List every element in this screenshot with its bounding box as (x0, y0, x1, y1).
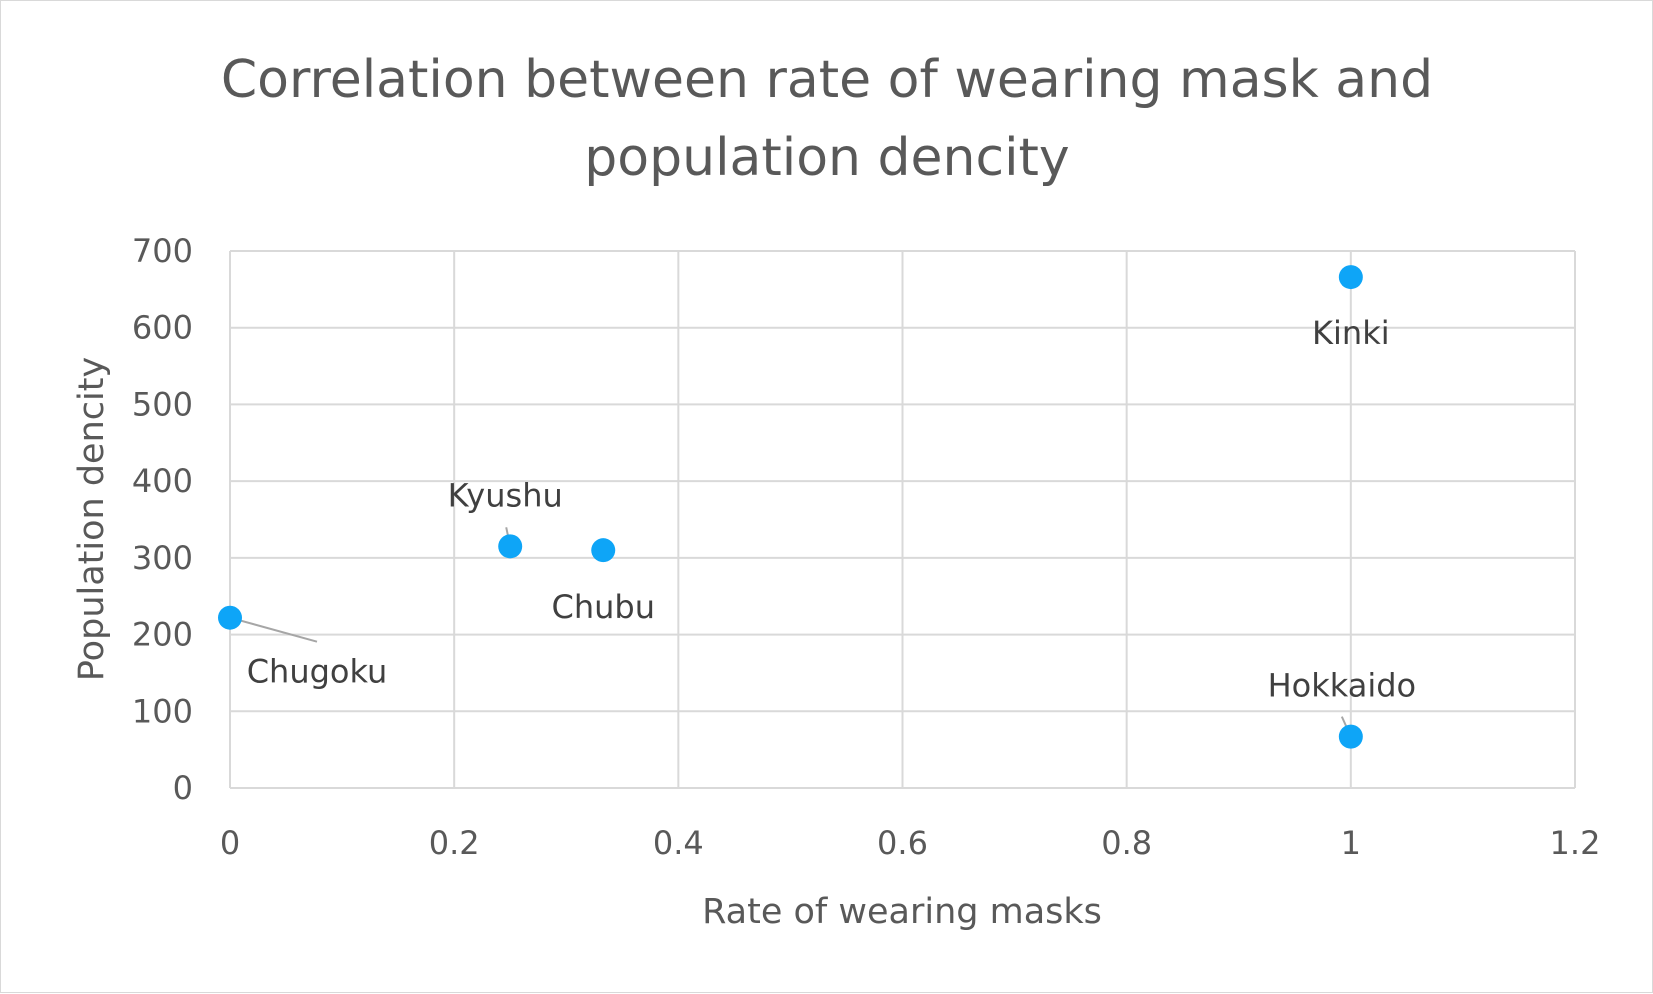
y-tick-label: 600 (132, 309, 193, 347)
leader-line-chugoku (229, 616, 318, 643)
data-label-chugoku: Chugoku (247, 653, 388, 691)
data-label-hokkaido: Hokkaido (1268, 667, 1417, 705)
y-axis-title: Population dencity (72, 357, 112, 681)
y-tick-label: 400 (132, 462, 193, 500)
x-tick-label: 1.2 (1550, 824, 1601, 862)
x-tick-label: 0.2 (429, 824, 480, 862)
data-points (218, 265, 1363, 749)
x-tick-label: 0.8 (1101, 824, 1152, 862)
chart-title-line-1: Correlation between rate of wearing mask… (221, 50, 1433, 110)
data-point-hokkaido (1338, 724, 1363, 749)
x-tick-label: 1 (1341, 824, 1361, 862)
data-point-kinki (1338, 265, 1363, 290)
x-tick-label: 0.4 (653, 824, 704, 862)
y-tick-label: 100 (132, 692, 193, 730)
y-tick-label: 300 (132, 539, 193, 577)
data-label-chubu: Chubu (551, 588, 655, 626)
x-tick-label: 0 (220, 824, 240, 862)
axes (229, 251, 1575, 789)
data-point-kyushu (498, 534, 523, 559)
x-tick-label: 0.6 (877, 824, 928, 862)
y-tick-label: 500 (132, 385, 193, 423)
data-point-chubu (591, 538, 616, 563)
data-label-kinki: Kinki (1312, 314, 1390, 352)
chart-title-line-2: population dencity (584, 128, 1069, 188)
x-axis-title: Rate of wearing masks (702, 892, 1102, 932)
tick-labels: 0 100 200 300 400 500 600 700 0 0.2 0.4 0.6 0.8 1 1.2 (132, 232, 1601, 862)
data-labels: Chugoku Kyushu Chubu Kinki Hokkaido (247, 314, 1416, 705)
y-tick-label: 200 (132, 616, 193, 654)
data-point-chugoku (218, 605, 242, 630)
y-tick-label: 0 (173, 769, 193, 807)
grid (230, 250, 1576, 788)
y-tick-label: 700 (132, 232, 193, 270)
data-label-kyushu: Kyushu (448, 476, 563, 514)
